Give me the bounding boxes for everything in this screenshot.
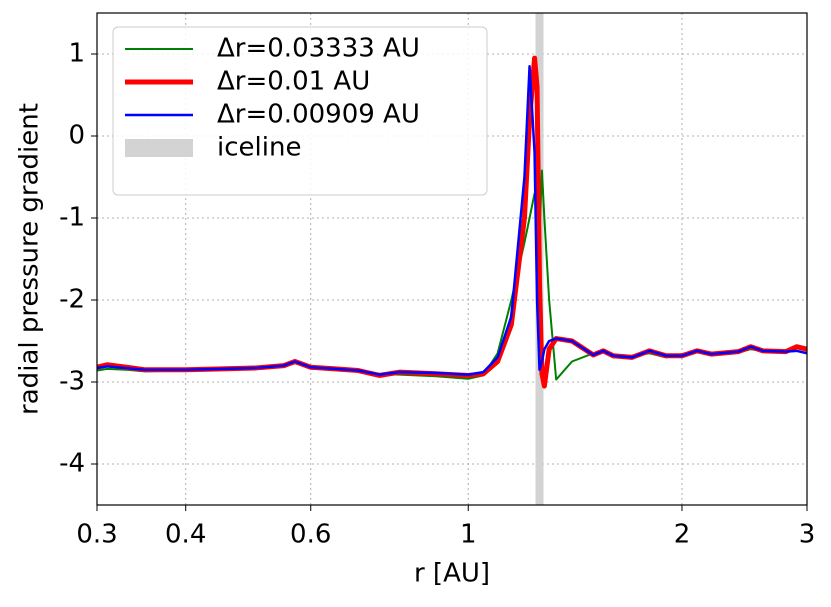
x-tick-label: 0.3 — [76, 520, 117, 550]
plot-frame — [96, 12, 808, 506]
legend-label: Δr=0.03333 AU — [217, 34, 420, 64]
data-line — [97, 169, 807, 381]
y-tick-label: -2 — [59, 285, 85, 315]
x-tick-label: 1 — [460, 520, 477, 550]
x-tick-label: 3 — [799, 520, 816, 550]
x-axis-label: r [AU] — [414, 559, 490, 589]
legend-swatch — [125, 139, 193, 157]
y-tick-label: 1 — [68, 39, 85, 69]
x-tick-label: 0.6 — [290, 520, 331, 550]
y-tick-label: -1 — [59, 203, 85, 233]
y-axis-label: radial pressure gradient — [15, 103, 45, 415]
y-tick-label: 0 — [68, 121, 85, 151]
data-line — [97, 65, 807, 376]
x-tick-label: 0.4 — [165, 520, 206, 550]
y-tick-label: -4 — [59, 449, 85, 479]
legend-label: Δr=0.01 AU — [217, 67, 370, 97]
legend-label: iceline — [217, 133, 301, 163]
y-tick-label: -3 — [59, 367, 85, 397]
legend-box — [112, 26, 488, 196]
x-tick-label: 2 — [674, 520, 691, 550]
legend-label: Δr=0.00909 AU — [217, 100, 420, 130]
